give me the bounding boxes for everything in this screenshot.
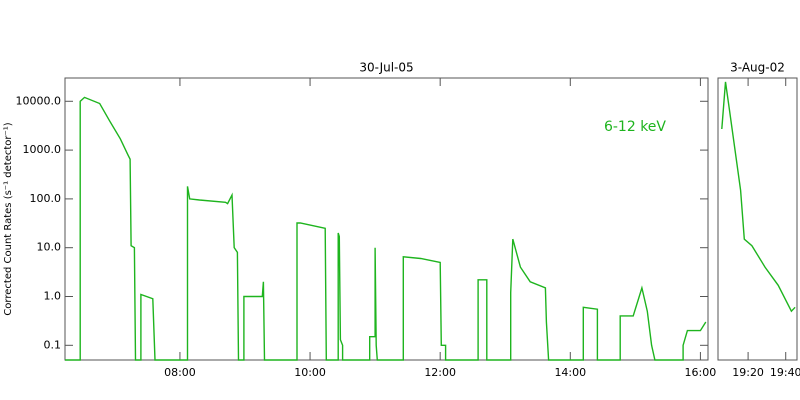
x-tick-label: 08:00 [164,366,196,379]
x-tick-label: 14:00 [554,366,586,379]
panel-title: 30-Jul-05 [359,61,413,75]
y-tick-label: 1000.0 [23,143,62,156]
x-tick-label: 19:40 [770,366,800,379]
y-tick-label: 1.0 [44,290,62,303]
data-line [721,81,796,313]
y-axis-label: Corrected Count Rates (s⁻¹ detector⁻¹) [3,122,14,315]
y-tick-label: 100.0 [30,192,62,205]
x-tick-label: 12:00 [424,366,456,379]
y-tick-label: 10000.0 [16,94,62,107]
y-tick-label: 0.1 [44,338,62,351]
y-tick-label: 10.0 [37,241,62,254]
annotation: 6-12 keV [604,119,666,135]
x-tick-label: 19:20 [732,366,764,379]
plot-frame [717,77,798,361]
panel-title: 3-Aug-02 [730,61,785,75]
data-line [65,96,707,361]
x-tick-label: 16:00 [685,366,717,379]
x-tick-label: 10:00 [294,366,326,379]
